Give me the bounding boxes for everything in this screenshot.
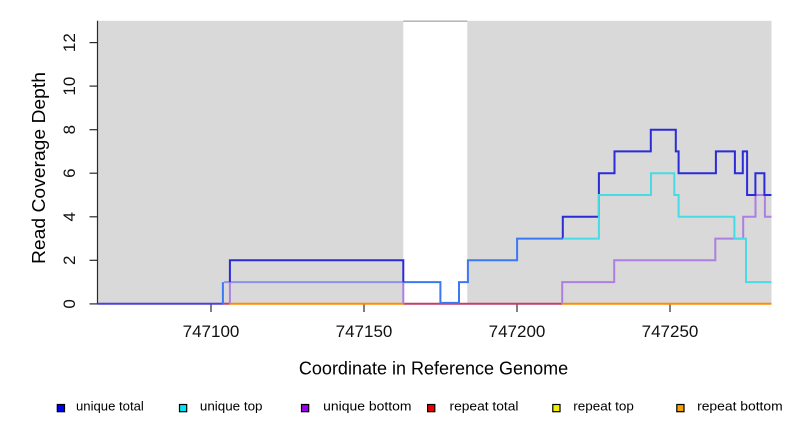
svg-text:12: 12 <box>60 33 79 52</box>
svg-text:unique total: unique total <box>76 400 144 414</box>
svg-text:Read Coverage Depth: Read Coverage Depth <box>29 72 49 264</box>
svg-text:4: 4 <box>60 212 79 221</box>
svg-text:repeat total: repeat total <box>450 400 519 414</box>
svg-text:unique top: unique top <box>200 400 263 414</box>
svg-text:0: 0 <box>60 299 79 308</box>
svg-text:8: 8 <box>60 125 79 134</box>
svg-text:repeat bottom: repeat bottom <box>697 400 783 414</box>
svg-text:747250: 747250 <box>642 322 699 341</box>
svg-text:repeat top: repeat top <box>573 400 634 414</box>
svg-text:unique bottom: unique bottom <box>323 400 411 414</box>
svg-text:6: 6 <box>60 168 79 177</box>
svg-text:747200: 747200 <box>489 322 546 341</box>
svg-text:2: 2 <box>60 256 79 265</box>
svg-text:747100: 747100 <box>183 322 240 341</box>
svg-text:747150: 747150 <box>336 322 393 341</box>
svg-text:10: 10 <box>60 77 79 96</box>
svg-text:Coordinate in Reference Genome: Coordinate in Reference Genome <box>299 359 568 379</box>
